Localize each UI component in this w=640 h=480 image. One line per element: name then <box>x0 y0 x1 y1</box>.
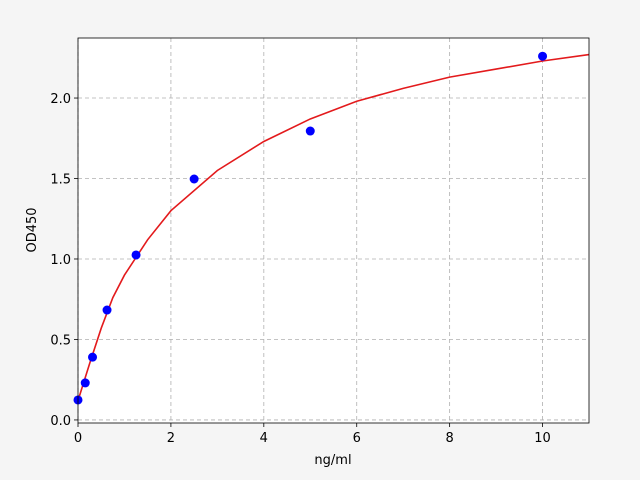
x-tick-label: 4 <box>260 431 268 446</box>
y-axis-label: OD450 <box>25 207 40 252</box>
x-tick-label: 8 <box>445 431 453 446</box>
marks <box>73 51 590 405</box>
x-tick-label: 2 <box>167 431 175 446</box>
y-tick-label: 0.0 <box>50 414 71 429</box>
plot-frame <box>77 37 590 424</box>
x-tick-label: 0 <box>74 431 82 446</box>
y-tick-label: 1.5 <box>50 173 71 188</box>
y-tick-label: 1.0 <box>50 253 71 268</box>
data-point <box>80 378 90 388</box>
data-point <box>538 51 548 61</box>
data-point <box>131 250 141 260</box>
x-tick-label: 6 <box>353 431 361 446</box>
x-axis-label: ng/ml <box>314 453 351 468</box>
plot-area <box>78 38 589 423</box>
data-point <box>189 174 199 184</box>
x-tick-label: 10 <box>534 431 551 446</box>
y-tick-label: 2.0 <box>50 92 71 107</box>
data-point <box>305 126 315 136</box>
y-tick-label: 0.5 <box>50 333 71 348</box>
data-point <box>102 305 112 315</box>
data-point <box>88 352 98 362</box>
